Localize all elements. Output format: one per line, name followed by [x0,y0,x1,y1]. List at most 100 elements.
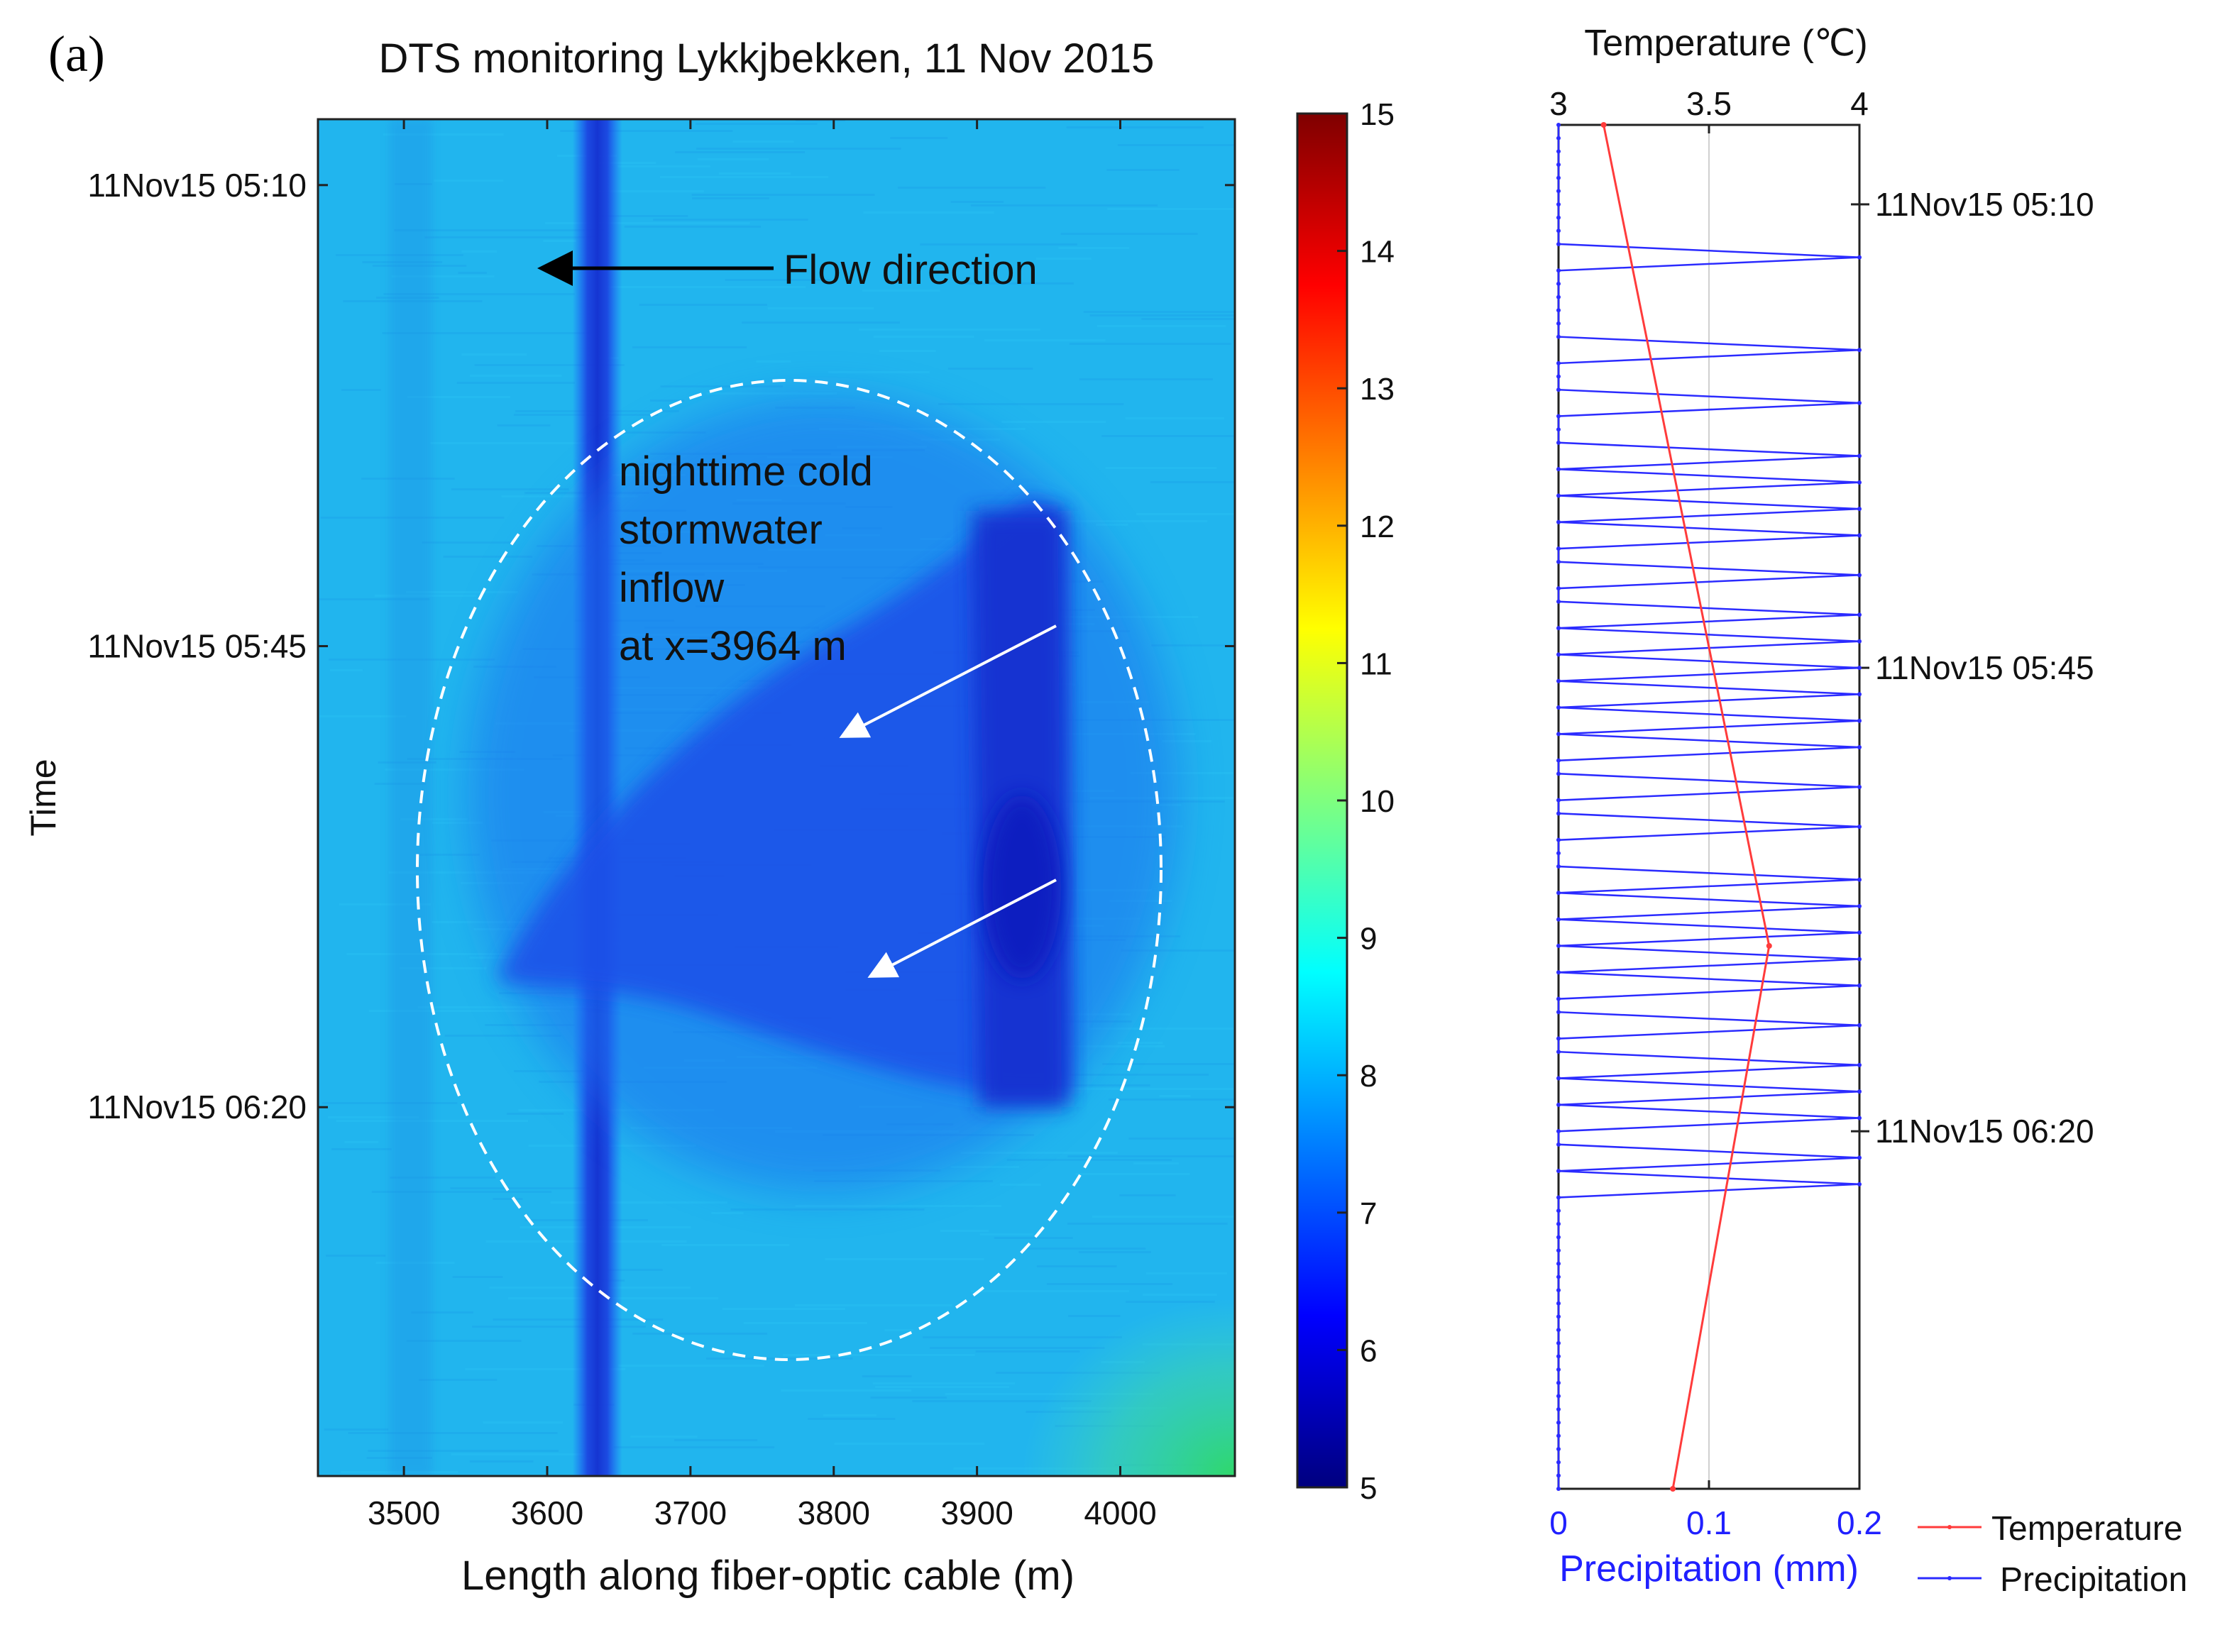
heatmap-streak [970,1290,1130,1292]
heatmap-streak [994,1237,1073,1239]
legend: Temperature Precipitation [1918,1510,2187,1599]
heatmap-streak [1121,949,1235,952]
precipitation-point [1556,1010,1561,1015]
precipitation-point [1857,1155,1862,1160]
precipitation-point [1857,612,1862,617]
flow-direction-label: Flow direction [784,247,1038,293]
precipitation-point [1857,1062,1862,1067]
precipitation-point [1556,202,1561,206]
heatmap-streak [940,1230,989,1232]
heatmap-streak [560,130,733,132]
precipitation-point [1556,1208,1561,1213]
precipitation-point [1857,903,1862,908]
heatmap-streak [1128,1138,1235,1140]
heatmap-y-tick-label: 11Nov15 05:10 [87,167,307,204]
legend-temperature-marker [1947,1525,1952,1529]
heatmap-streak [979,1233,1034,1235]
precipitation-point [1556,732,1561,737]
precipitation-point [1556,1301,1561,1306]
heatmap-streak [1083,311,1234,313]
heatmap-streak [795,1205,1001,1207]
heatmap-streak [1145,1272,1228,1274]
inflow-arrow-lower [867,879,1057,978]
heatmap-streak [960,1152,1118,1154]
precipitation-point [1556,1261,1561,1266]
colorbar-tick-label: 7 [1360,1196,1377,1231]
precipitation-point [1556,1487,1561,1491]
heatmap-streak [950,1166,1020,1168]
precipitation-point [1556,334,1561,339]
precipitation-point [1556,652,1561,657]
timeseries-time-tick-label: 11Nov15 05:10 [1875,186,2094,223]
heatmap-streak [1130,772,1233,774]
heatmap-streak [465,1368,626,1370]
heatmap-streak [1108,1098,1235,1101]
heatmap-streak [1042,1088,1235,1090]
heatmap-streak [593,215,688,217]
heatmap-streak [483,1421,564,1424]
precipitation-point [1556,811,1561,816]
precipitation-point [1556,1195,1561,1200]
precipitation-point [1857,533,1862,538]
colorbar-tick-label: 10 [1360,784,1395,819]
heatmap-streak [870,1397,947,1399]
precipitation-point [1556,1102,1561,1107]
colorbar-tick-label: 11 [1360,646,1392,681]
panel-label: (a) [48,26,105,82]
precipitation-point [1556,149,1561,154]
heatmap-streak [912,1400,1092,1402]
precipitation-point [1556,771,1561,776]
heatmap-streak [383,133,504,136]
precipitation-point [1556,189,1561,194]
precipitation-point [1857,718,1862,723]
precipitation-point [1556,519,1561,524]
heatmap-x-tick-label: 3600 [511,1494,583,1531]
heatmap-streak [632,346,747,348]
precipitation-point [1857,745,1862,750]
heatmap-streak [368,1450,559,1452]
precipitation-point [1556,1274,1561,1279]
heatmap-warm-corner [1022,1299,1235,1476]
heatmap-streak [808,1418,896,1420]
precipitation-point [1556,1460,1561,1465]
heatmap-streak [884,1329,913,1331]
heatmap-streak [1102,1063,1235,1065]
heatmap-streak [706,392,837,395]
heatmap-streak [418,854,480,856]
temperature-point [1670,1486,1676,1492]
heatmap-streak [711,1212,744,1214]
precipitation-point [1857,573,1862,578]
precipitation-point [1857,1023,1862,1028]
heatmap-streak [1035,258,1092,260]
temperature-tick-label: 3.5 [1686,85,1732,122]
heatmap-streak [324,1428,389,1431]
heatmap-streak [879,350,936,352]
heatmap-streak [630,1436,698,1438]
precipitation-point [1556,546,1561,551]
precipitation-point [1556,626,1561,631]
temperature-point [1600,122,1607,128]
heatmap-streak [984,339,1106,341]
heatmap-streak [661,1244,790,1246]
precipitation-point [1556,705,1561,710]
precipitation-point [1556,1367,1561,1372]
heatmap-streak [859,329,1040,331]
precipitation-point [1857,639,1862,644]
precipitation-point [1556,321,1561,326]
heatmap-streak [419,1379,498,1381]
precipitation-point [1857,957,1862,962]
precipitation-point [1857,692,1862,697]
heatmap-streak [1162,740,1212,742]
heatmap-streak [970,204,1158,206]
heatmap-streak [730,1208,925,1211]
heatmap-streak [696,148,901,150]
heatmap-streak [1142,1294,1217,1296]
precipitation-point [1556,758,1561,763]
precipitation-point [1857,983,1862,988]
heatmap-streak [742,321,900,324]
heatmap-streak [1150,481,1235,483]
precipitation-markers [1556,123,1862,1491]
heatmap-streak [371,1191,552,1193]
heatmap-streak [382,332,590,334]
heatmap-streak [330,669,363,671]
